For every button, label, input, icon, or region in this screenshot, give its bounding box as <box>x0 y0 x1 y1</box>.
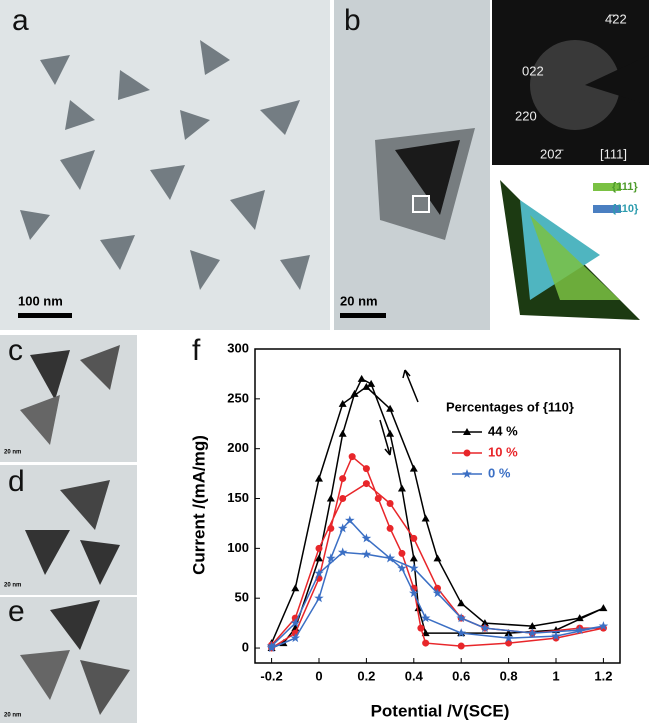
marker <box>387 500 394 507</box>
y-tick-label: 250 <box>227 390 249 405</box>
x-tick-label: 1 <box>552 668 559 683</box>
saed-index: [111] <box>600 146 627 161</box>
scale-label: 20 nm <box>4 450 21 456</box>
x-tick-label: 1.2 <box>594 668 612 683</box>
y-tick-label: 150 <box>227 490 249 505</box>
saed-index: 4̄22 <box>605 11 627 26</box>
legend-label: 0 % <box>488 465 511 480</box>
marker <box>362 549 372 558</box>
marker <box>326 553 336 562</box>
panel-label: a <box>12 4 29 37</box>
marker <box>363 465 370 472</box>
marker <box>339 475 346 482</box>
saed-index: 022 <box>522 63 544 78</box>
marker <box>358 375 366 382</box>
marker <box>410 554 418 561</box>
y-tick-label: 50 <box>235 590 249 605</box>
panel-label: b <box>344 4 361 37</box>
marker <box>386 430 394 437</box>
legend-label: 10 % <box>488 444 518 459</box>
panel-label: e <box>8 595 25 628</box>
marker <box>363 480 370 487</box>
x-axis-title: Potential /V(SCE) <box>371 701 510 720</box>
small-panels <box>0 335 137 723</box>
y-tick-label: 0 <box>242 639 249 654</box>
plot-frame <box>255 349 620 663</box>
marker <box>410 535 417 542</box>
series <box>268 375 608 651</box>
facet-label: {111} <box>612 181 638 193</box>
marker <box>398 550 405 557</box>
marker <box>599 604 607 611</box>
figure: a 100 nm b 20 nm 022 4̄22 220 202̄ [111]… <box>0 0 649 723</box>
legend-marker <box>462 469 472 478</box>
saed-index: 202̄ <box>540 146 564 161</box>
marker <box>417 625 424 632</box>
x-tick-label: 0.4 <box>405 668 424 683</box>
marker <box>339 400 347 407</box>
marker <box>422 640 429 647</box>
y-tick-label: 200 <box>227 440 249 455</box>
x-tick-label: 0.8 <box>500 668 518 683</box>
legend-title: Percentages of {110} <box>446 399 574 414</box>
legend-label: 44 % <box>488 423 518 438</box>
x-tick-label: -0.2 <box>260 668 282 683</box>
scan-arrows <box>380 370 418 455</box>
marker <box>457 599 465 606</box>
panel-label: c <box>8 334 23 367</box>
marker <box>315 545 322 552</box>
marker <box>410 465 418 472</box>
x-tick-label: 0.2 <box>357 668 375 683</box>
marker <box>398 485 406 492</box>
tem-image-a <box>0 0 330 330</box>
legend-marker <box>464 450 471 457</box>
marker <box>422 514 430 521</box>
series <box>267 516 608 653</box>
page: a 100 nm b 20 nm 022 4̄22 220 202̄ [111]… <box>0 0 649 723</box>
x-tick-label: 0.6 <box>452 668 470 683</box>
cv-curve <box>272 521 604 649</box>
panel-label: d <box>8 465 25 498</box>
marker <box>314 593 324 602</box>
marker <box>327 495 335 502</box>
saed-index: 220 <box>515 108 537 123</box>
marker <box>458 643 465 650</box>
y-tick-label: 300 <box>227 340 249 355</box>
marker <box>339 495 346 502</box>
facet-label: {110} <box>612 203 639 215</box>
marker <box>387 525 394 532</box>
x-tick-label: 0 <box>315 668 322 683</box>
marker <box>367 380 375 387</box>
marker <box>291 584 299 591</box>
marker <box>315 475 323 482</box>
marker <box>349 453 356 460</box>
cv-curve <box>272 379 604 648</box>
marker <box>327 525 334 532</box>
scale-label: 20 nm <box>4 713 21 719</box>
marker <box>339 430 347 437</box>
scale-bar <box>18 313 72 318</box>
scale-label: 100 nm <box>18 293 63 308</box>
marker <box>434 554 442 561</box>
scale-bar <box>340 313 386 318</box>
scale-label: 20 nm <box>340 293 378 308</box>
y-tick-label: 100 <box>227 540 249 555</box>
scale-label: 20 nm <box>4 583 21 589</box>
marker <box>375 495 382 502</box>
y-axis-title: Current /(mA/mg) <box>189 435 208 575</box>
panel-label: f <box>192 334 201 367</box>
cv-curve <box>272 457 604 648</box>
